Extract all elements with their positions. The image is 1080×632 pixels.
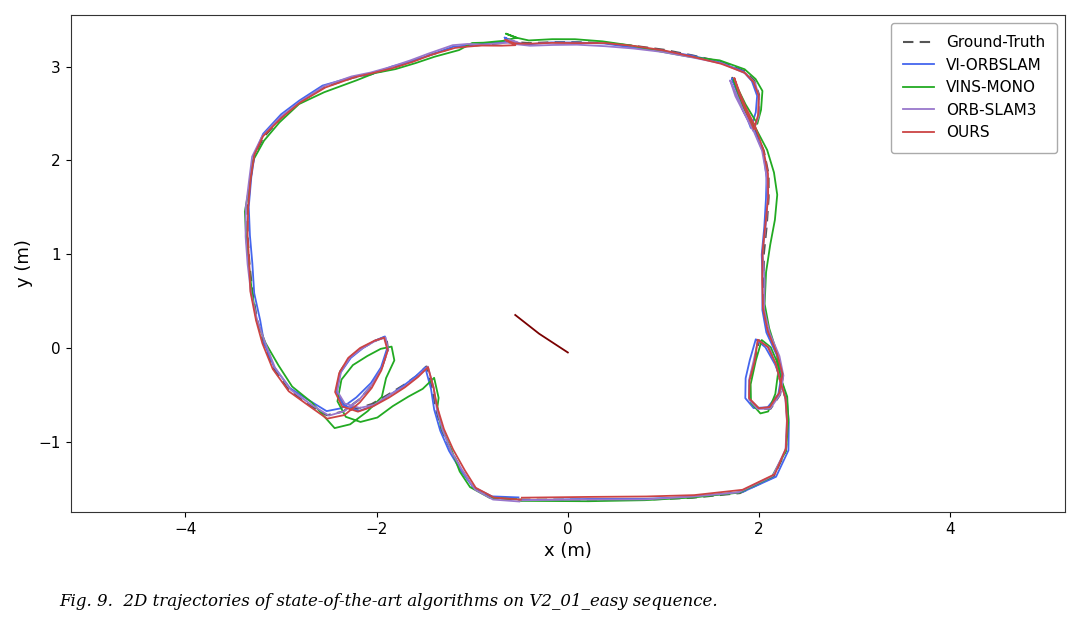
Ground-Truth xyxy=(381,346,394,353)
X-axis label: x (m): x (m) xyxy=(544,542,592,560)
VI-ORBSLAM xyxy=(268,363,281,371)
VI-ORBSLAM xyxy=(512,494,525,501)
VINS-MONO xyxy=(510,495,523,503)
VI-ORBSLAM xyxy=(498,33,511,41)
OURS xyxy=(499,36,512,44)
OURS xyxy=(545,39,558,47)
Ground-Truth xyxy=(546,39,559,46)
OURS xyxy=(351,408,364,415)
Ground-Truth xyxy=(514,496,527,504)
ORB-SLAM3 xyxy=(269,364,282,372)
ORB-SLAM3 xyxy=(546,41,559,49)
Ground-Truth xyxy=(514,496,527,504)
OURS xyxy=(756,305,769,312)
VINS-MONO xyxy=(386,343,399,350)
Legend: Ground-Truth, VI-ORBSLAM, VINS-MONO, ORB-SLAM3, OURS: Ground-Truth, VI-ORBSLAM, VINS-MONO, ORB… xyxy=(891,23,1057,153)
VI-ORBSLAM xyxy=(775,370,788,378)
ORB-SLAM3 xyxy=(502,36,515,44)
Line: ORB-SLAM3: ORB-SLAM3 xyxy=(245,40,787,502)
ORB-SLAM3 xyxy=(513,498,526,506)
VI-ORBSLAM xyxy=(756,307,769,314)
ORB-SLAM3 xyxy=(514,497,527,504)
OURS xyxy=(267,365,280,373)
Y-axis label: y (m): y (m) xyxy=(15,240,33,288)
VINS-MONO xyxy=(285,383,298,391)
VI-ORBSLAM xyxy=(381,344,394,351)
VINS-MONO xyxy=(523,37,536,44)
Line: OURS: OURS xyxy=(247,40,787,500)
OURS xyxy=(515,494,528,501)
VINS-MONO xyxy=(370,414,383,422)
OURS xyxy=(514,496,527,504)
VINS-MONO xyxy=(514,497,527,504)
Text: Fig. 9.  2D trajectories of state-of-the-art algorithms on V2_01_easy sequence.: Fig. 9. 2D trajectories of state-of-the-… xyxy=(59,593,718,610)
Ground-Truth xyxy=(499,35,512,42)
ORB-SLAM3 xyxy=(353,404,366,412)
OURS xyxy=(777,370,789,377)
Ground-Truth xyxy=(351,405,364,413)
VINS-MONO xyxy=(759,269,772,276)
VINS-MONO xyxy=(499,30,512,37)
Ground-Truth xyxy=(777,372,789,380)
Ground-Truth xyxy=(267,365,280,372)
ORB-SLAM3 xyxy=(757,306,770,313)
VI-ORBSLAM xyxy=(544,39,557,46)
Line: Ground-Truth: Ground-Truth xyxy=(247,39,787,500)
OURS xyxy=(381,347,394,355)
VI-ORBSLAM xyxy=(352,407,365,415)
ORB-SLAM3 xyxy=(381,346,394,353)
VI-ORBSLAM xyxy=(515,497,528,504)
VINS-MONO xyxy=(771,351,784,358)
ORB-SLAM3 xyxy=(777,372,789,379)
Line: VI-ORBSLAM: VI-ORBSLAM xyxy=(248,37,788,501)
Ground-Truth xyxy=(757,307,770,314)
Line: VINS-MONO: VINS-MONO xyxy=(245,33,788,501)
VINS-MONO xyxy=(582,497,595,505)
